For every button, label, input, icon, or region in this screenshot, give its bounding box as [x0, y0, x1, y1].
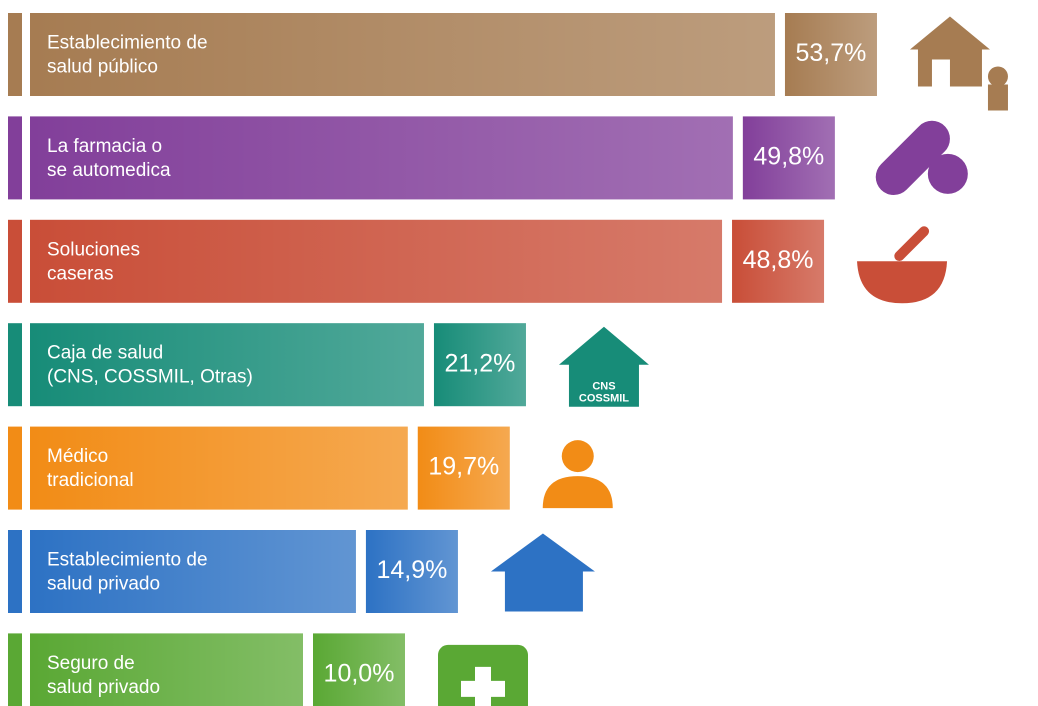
category-label: Médico [47, 446, 108, 467]
door [931, 59, 950, 87]
value-box-shine [742, 116, 835, 200]
value-label: 49,8% [753, 143, 824, 171]
category-label: Seguro de [47, 653, 135, 674]
icon-label: CNS [592, 381, 615, 393]
bar-shine [30, 323, 424, 407]
bar-strip [8, 219, 22, 303]
value-box-shine [313, 633, 405, 706]
bar-shine [30, 633, 303, 706]
value-label: 21,2% [445, 349, 516, 377]
bar-strip [8, 633, 22, 706]
bar-strip [8, 323, 22, 407]
bar-strip [8, 116, 22, 200]
value-label: 10,0% [324, 660, 395, 688]
category-label: salud privado [47, 677, 160, 698]
category-label: Establecimiento de [47, 550, 208, 571]
value-label: 48,8% [743, 246, 814, 274]
category-label: (CNS, COSSMIL, Otras) [47, 367, 253, 388]
category-label: tradicional [47, 470, 134, 491]
icon-label: COSSMIL [579, 393, 629, 405]
people [987, 84, 1008, 111]
cross [461, 666, 505, 706]
category-label: salud público [47, 57, 158, 78]
bar-shine [30, 116, 733, 200]
bar-shine [30, 530, 356, 613]
icon [542, 440, 613, 509]
category-label: caseras [47, 263, 114, 284]
bar-strip [8, 426, 22, 510]
category-label: se automedica [47, 160, 171, 181]
category-label: Soluciones [47, 239, 140, 260]
icon [857, 226, 948, 304]
pestle [894, 226, 930, 262]
tablet [927, 153, 968, 194]
value-label: 53,7% [796, 39, 867, 67]
category-label: Caja de salud [47, 343, 163, 364]
bar-shine [30, 426, 408, 510]
value-label: 14,9% [376, 556, 447, 584]
icon [490, 533, 595, 612]
value-box-shine [365, 530, 458, 613]
head [561, 440, 594, 473]
bar-strip [8, 530, 22, 613]
value-box-shine [732, 219, 825, 303]
value-box-shine [784, 13, 877, 96]
bar-strip [8, 13, 22, 96]
clinic-icon [490, 533, 595, 612]
value-box-shine [417, 426, 510, 510]
mortar-icon [857, 261, 948, 304]
icon [438, 644, 528, 706]
house-icon [909, 16, 990, 87]
bar-shine [30, 13, 775, 96]
category-label: La farmacia o [47, 136, 162, 157]
category-label: salud privado [47, 574, 160, 595]
icon [875, 120, 968, 195]
house-icon [558, 326, 649, 407]
doctor-icon [542, 476, 613, 509]
category-label: Establecimiento de [47, 33, 208, 54]
bar-shine [30, 219, 723, 303]
pill-icon [875, 120, 950, 195]
people [987, 66, 1008, 87]
value-label: 19,7% [428, 453, 499, 481]
value-box-shine [433, 323, 526, 407]
icon [909, 16, 1008, 111]
